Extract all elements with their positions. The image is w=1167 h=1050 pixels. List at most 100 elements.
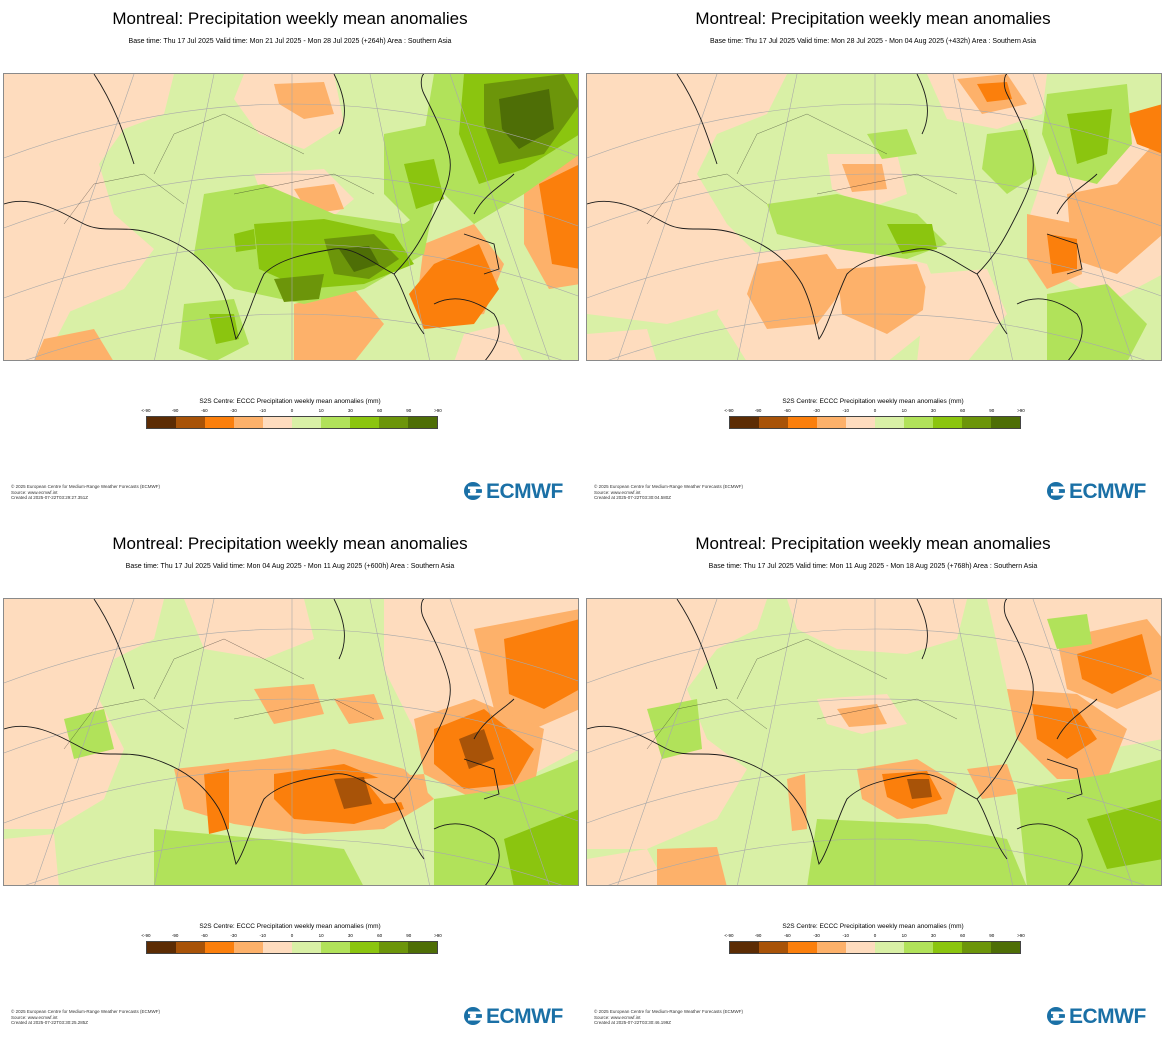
colorbar-tick: 90 xyxy=(989,408,995,413)
source-text: Source: www.ecmwf.int xyxy=(11,489,58,495)
colorbar xyxy=(146,416,438,429)
panel-subtitle: Base time: Thu 17 Jul 2025 Valid time: M… xyxy=(128,38,452,45)
colorbar-tick: 10 xyxy=(901,408,907,413)
source-text: Source: www.ecmwf.int xyxy=(11,1014,58,1020)
colorbar-swatch xyxy=(379,417,408,428)
colorbar-swatch xyxy=(962,417,991,428)
colorbar-tick: -60 xyxy=(784,933,791,938)
colorbar-swatch xyxy=(759,942,788,953)
forecast-panel-week3: Montreal: Precipitation weekly mean anom… xyxy=(0,525,580,1047)
ecmwf-logo-text: ECMWF xyxy=(486,1005,563,1028)
colorbar-tick: >90 xyxy=(434,408,442,413)
colorbar-swatch xyxy=(817,417,846,428)
ecmwf-logo-text: ECMWF xyxy=(1069,480,1146,503)
colorbar-ticks: <-90 -90 -60 -30 -10 0 10 30 60 90 >90 xyxy=(724,408,1024,416)
colorbar-tick: 30 xyxy=(930,408,936,413)
colorbar-swatch xyxy=(875,417,904,428)
colorbar-title: S2S Centre: ECCC Precipitation weekly me… xyxy=(782,398,964,405)
colorbar-swatch xyxy=(147,417,176,428)
colorbar-swatch xyxy=(846,417,875,428)
colorbar-tick: -30 xyxy=(813,408,820,413)
colorbar xyxy=(729,941,1021,954)
panel-subtitle: Base time: Thu 17 Jul 2025 Valid time: M… xyxy=(125,563,455,570)
colorbar-tick: -10 xyxy=(842,933,850,938)
created-text: Created at 2025-07-22T03:30:46.199Z xyxy=(594,1020,672,1026)
colorbar-tick: -60 xyxy=(201,408,208,413)
copyright-text: © 2025 European Centre for Medium-Range … xyxy=(594,484,744,489)
colorbar-tick: -90 xyxy=(754,933,762,938)
colorbar-swatch xyxy=(350,417,379,428)
colorbar-title: S2S Centre: ECCC Precipitation weekly me… xyxy=(782,923,964,930)
colorbar-title: S2S Centre: ECCC Precipitation weekly me… xyxy=(199,398,381,405)
colorbar-swatch xyxy=(846,942,875,953)
colorbar-swatch xyxy=(991,417,1020,428)
source-text: Source: www.ecmwf.int xyxy=(594,489,641,495)
colorbar-swatch xyxy=(379,942,408,953)
colorbar-swatch xyxy=(176,942,205,953)
colorbar-tick: 60 xyxy=(377,408,383,413)
colorbar-tick: -10 xyxy=(259,933,267,938)
ecmwf-logo-icon xyxy=(464,482,486,500)
colorbar-tick: 30 xyxy=(347,408,353,413)
colorbar-tick: -30 xyxy=(230,408,237,413)
anomaly-map xyxy=(586,598,1162,886)
colorbar-swatch xyxy=(292,417,321,428)
forecast-panel-week2: Montreal: Precipitation weekly mean anom… xyxy=(583,0,1163,522)
colorbar xyxy=(146,941,438,954)
created-text: Created at 2025-07-22T03:30:04.580Z xyxy=(594,495,672,501)
colorbar-ticks: <-90 -90 -60 -30 -10 0 10 30 60 90 >90 xyxy=(141,408,441,416)
panel-title: Montreal: Precipitation weekly mean anom… xyxy=(112,534,468,553)
colorbar-swatch xyxy=(147,942,176,953)
panel-subtitle: Base time: Thu 17 Jul 2025 Valid time: M… xyxy=(708,563,1038,570)
colorbar-ticks: <-90 -90 -60 -30 -10 0 10 30 60 90 >90 xyxy=(724,933,1024,941)
colorbar-swatch xyxy=(176,417,205,428)
colorbar-tick: 10 xyxy=(318,408,324,413)
colorbar-tick: -30 xyxy=(813,933,820,938)
colorbar-swatch xyxy=(321,942,350,953)
colorbar-tick: 10 xyxy=(901,933,907,938)
copyright-text: © 2025 European Centre for Medium-Range … xyxy=(11,1009,161,1014)
anomaly-map xyxy=(3,598,579,886)
colorbar-tick: >90 xyxy=(434,933,442,938)
colorbar-tick: 90 xyxy=(989,933,995,938)
colorbar-swatch xyxy=(788,417,817,428)
ecmwf-logo-icon xyxy=(1047,482,1069,500)
colorbar-swatch xyxy=(788,942,817,953)
anomaly-map xyxy=(3,73,579,361)
colorbar-tick: -60 xyxy=(201,933,208,938)
colorbar-swatch xyxy=(759,417,788,428)
panel-subtitle: Base time: Thu 17 Jul 2025 Valid time: M… xyxy=(709,38,1037,45)
ecmwf-logo-icon xyxy=(464,1007,486,1025)
panel-title: Montreal: Precipitation weekly mean anom… xyxy=(112,9,468,28)
footer-credits: © 2025 European Centre for Medium-Range … xyxy=(594,484,743,501)
source-text: Source: www.ecmwf.int xyxy=(594,1014,641,1020)
colorbar-swatch xyxy=(350,942,379,953)
colorbar-tick: -90 xyxy=(171,408,179,413)
ecmwf-logo: ECMWF xyxy=(1045,1005,1157,1029)
panel-title: Montreal: Precipitation weekly mean anom… xyxy=(695,534,1051,553)
colorbar-tick: <-90 xyxy=(724,933,734,938)
colorbar-swatch xyxy=(263,942,292,953)
colorbar xyxy=(729,416,1021,429)
colorbar-tick: -90 xyxy=(171,933,179,938)
colorbar-tick: 60 xyxy=(960,933,966,938)
colorbar-tick: 10 xyxy=(318,933,324,938)
colorbar-tick: 0 xyxy=(873,933,877,938)
colorbar-tick: >90 xyxy=(1017,933,1025,938)
colorbar-tick: -10 xyxy=(842,408,850,413)
colorbar-tick: <-90 xyxy=(141,933,151,938)
created-text: Created at 2025-07-22T03:30:25.285Z xyxy=(11,1020,89,1026)
ecmwf-logo-text: ECMWF xyxy=(1069,1005,1146,1028)
colorbar-tick: 0 xyxy=(873,408,877,413)
colorbar-swatch xyxy=(205,417,234,428)
colorbar-swatch xyxy=(962,942,991,953)
colorbar-swatch xyxy=(205,942,234,953)
colorbar-tick: -30 xyxy=(230,933,237,938)
forecast-panel-week4: Montreal: Precipitation weekly mean anom… xyxy=(583,525,1163,1047)
colorbar-swatch xyxy=(817,942,846,953)
colorbar-tick: 90 xyxy=(406,933,412,938)
forecast-panel-week1: Montreal: Precipitation weekly mean anom… xyxy=(0,0,580,522)
colorbar-swatch xyxy=(933,942,962,953)
colorbar-swatch xyxy=(730,417,759,428)
colorbar-tick: 0 xyxy=(290,933,294,938)
